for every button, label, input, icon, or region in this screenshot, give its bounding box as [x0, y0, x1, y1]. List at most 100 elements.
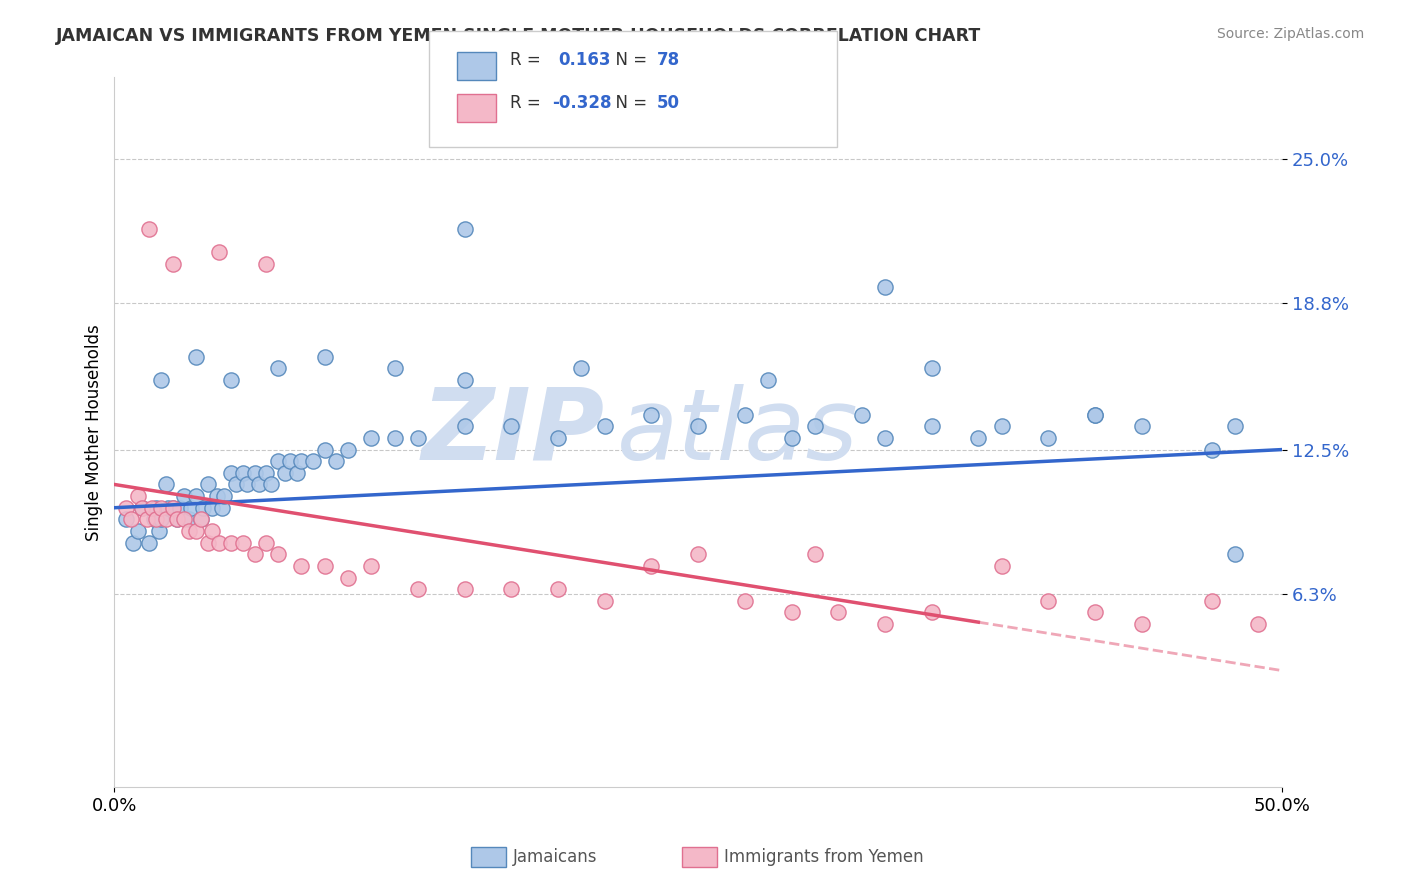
Point: [360, 558, 382, 573]
Point: [169, 500, 191, 515]
Point: [804, 419, 827, 434]
Point: [593, 594, 616, 608]
Point: [208, 535, 231, 549]
Point: [173, 489, 195, 503]
Text: N =: N =: [605, 51, 652, 69]
Point: [1130, 419, 1153, 434]
Point: [267, 454, 290, 468]
Point: [1084, 408, 1107, 422]
Point: [236, 477, 259, 491]
Point: [990, 419, 1012, 434]
Y-axis label: Single Mother Households: Single Mother Households: [86, 324, 103, 541]
Point: [211, 500, 233, 515]
Point: [384, 431, 406, 445]
Point: [453, 221, 475, 235]
Point: [127, 489, 149, 503]
Point: [267, 547, 290, 561]
Point: [453, 419, 475, 434]
Point: [921, 361, 943, 376]
Point: [184, 489, 207, 503]
Point: [501, 582, 523, 596]
Point: [501, 419, 523, 434]
Point: [201, 500, 224, 515]
Point: [290, 558, 312, 573]
Point: [325, 454, 347, 468]
Point: [734, 594, 756, 608]
Point: [336, 442, 359, 457]
Point: [640, 408, 662, 422]
Point: [384, 361, 406, 376]
Point: [138, 221, 160, 235]
Point: [150, 373, 173, 387]
Point: [155, 477, 177, 491]
Point: [1038, 594, 1060, 608]
Point: [827, 606, 849, 620]
Point: [173, 512, 195, 526]
Point: [1201, 442, 1223, 457]
Point: [921, 606, 943, 620]
Text: R =: R =: [510, 94, 547, 112]
Point: [254, 466, 277, 480]
Point: [136, 512, 159, 526]
Point: [780, 431, 803, 445]
Point: [260, 477, 283, 491]
Point: [990, 558, 1012, 573]
Text: -0.328: -0.328: [553, 94, 612, 112]
Point: [131, 500, 153, 515]
Point: [547, 431, 569, 445]
Point: [688, 419, 710, 434]
Text: 0.163: 0.163: [558, 51, 610, 69]
Point: [314, 442, 336, 457]
Point: [1223, 547, 1246, 561]
Point: [1084, 408, 1107, 422]
Point: [232, 466, 254, 480]
Point: [290, 454, 312, 468]
Point: [143, 512, 166, 526]
Point: [243, 466, 266, 480]
Point: [247, 477, 270, 491]
Text: ZIP: ZIP: [422, 384, 605, 481]
Point: [314, 350, 336, 364]
Point: [166, 512, 188, 526]
Point: [162, 500, 184, 515]
Point: [225, 477, 247, 491]
Point: [166, 512, 188, 526]
Point: [406, 431, 429, 445]
Point: [1223, 419, 1246, 434]
Point: [756, 373, 779, 387]
Point: [180, 500, 202, 515]
Point: [688, 547, 710, 561]
Text: 50: 50: [657, 94, 679, 112]
Point: [302, 454, 325, 468]
Point: [197, 535, 219, 549]
Point: [1130, 617, 1153, 632]
Point: [406, 582, 429, 596]
Point: [219, 373, 242, 387]
Point: [150, 512, 173, 526]
Point: [851, 408, 873, 422]
Point: [208, 244, 231, 259]
Text: 78: 78: [657, 51, 679, 69]
Text: Jamaicans: Jamaicans: [513, 848, 598, 866]
Point: [131, 500, 153, 515]
Point: [150, 500, 173, 515]
Point: [780, 606, 803, 620]
Point: [873, 431, 896, 445]
Point: [1247, 617, 1270, 632]
Point: [336, 570, 359, 584]
Point: [267, 361, 290, 376]
Point: [179, 524, 201, 538]
Point: [115, 512, 138, 526]
Point: [453, 582, 475, 596]
Point: [254, 535, 277, 549]
Point: [547, 582, 569, 596]
Point: [120, 512, 142, 526]
Point: [145, 500, 167, 515]
Point: [1038, 431, 1060, 445]
Point: [593, 419, 616, 434]
Point: [122, 535, 145, 549]
Point: [162, 256, 184, 270]
Point: [571, 361, 593, 376]
Point: [640, 558, 662, 573]
Point: [157, 500, 180, 515]
